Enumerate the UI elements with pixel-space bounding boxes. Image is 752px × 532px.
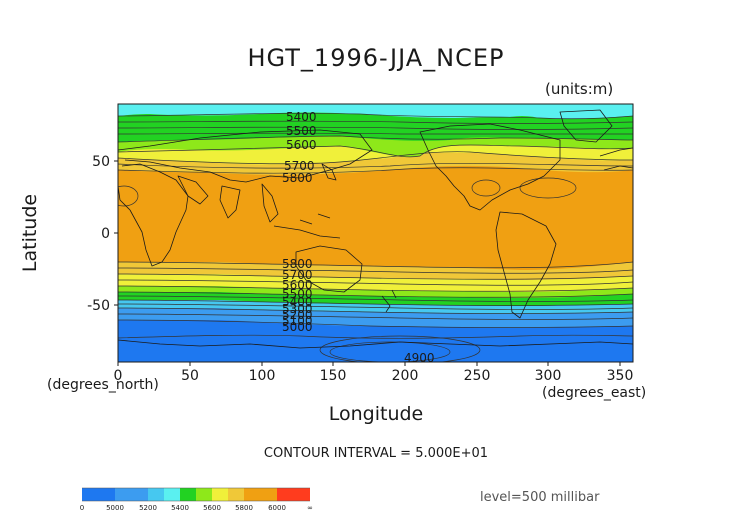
colorbar-label: 6000 [268, 504, 286, 512]
x-tick-labels: 0 50 100 150 200 250 300 350 [114, 368, 634, 384]
x-tick-label: 350 [607, 368, 634, 384]
contour-label: 5400 [286, 110, 317, 124]
contour-label: 5800 [282, 257, 313, 271]
colorbar-label: ∞ [307, 504, 313, 512]
contour-label: 5500 [282, 287, 313, 301]
contour-label: 5500 [286, 124, 317, 138]
chart-title: HGT_1996-JJA_NCEP [247, 44, 505, 72]
colorbar-swatch [164, 488, 180, 501]
colorbar-label: 5600 [203, 504, 221, 512]
new-zealand-coastline [381, 289, 397, 313]
colorbar-swatch [228, 488, 244, 501]
india-coastline [219, 185, 241, 219]
colorbar-label: 0 [80, 504, 84, 512]
contour-lines [118, 113, 633, 362]
colorbar-label: 5000 [106, 504, 124, 512]
contour-interval-text: CONTOUR INTERVAL = 5.000E+01 [263, 446, 489, 461]
colorbar-swatch [148, 488, 164, 501]
colorbar-swatch [82, 488, 115, 501]
colorbar-swatch [115, 488, 148, 501]
greenland-coastline [559, 109, 613, 143]
band-north-5400 [118, 104, 633, 119]
north-america-coastline [419, 123, 561, 211]
coastlines [118, 109, 633, 349]
x-tick-label: 0 [114, 368, 123, 384]
contour-label: 5100 [282, 314, 313, 328]
contour-labels: 5400 5500 5600 5700 5800 5800 5700 5600 … [282, 110, 435, 365]
y-tick-labels: 50 0 -50 [87, 154, 110, 314]
y-axis-unit-label: (degrees_north) [47, 377, 159, 393]
colorbar-label: 5800 [235, 504, 253, 512]
x-tick-label: 250 [464, 368, 491, 384]
colorbar-label: 5200 [139, 504, 157, 512]
africa-coastline [118, 163, 189, 267]
height-field: 5400 5500 5600 5700 5800 5800 5700 5600 … [118, 104, 633, 365]
x-tick-label: 200 [392, 368, 419, 384]
x-tick-label: 100 [249, 368, 276, 384]
contour-label: 4900 [404, 351, 435, 365]
contour-label: 5300 [282, 302, 313, 316]
contour-label: 5600 [286, 138, 317, 152]
contour-label: 5600 [282, 278, 313, 292]
indochina-coastline [261, 183, 279, 223]
colorbar-swatch [244, 488, 277, 501]
axis-ticks [114, 160, 621, 366]
colorbar-label: 5400 [171, 504, 189, 512]
south-america-coastline [495, 211, 557, 319]
x-tick-label: 300 [535, 368, 562, 384]
maritime-continent [273, 213, 341, 239]
y-tick-label: -50 [87, 298, 110, 314]
colorbar: 0 5000 5200 5400 5600 5800 6000 ∞ [80, 487, 313, 512]
y-axis-label: Latitude [19, 193, 41, 273]
units-label: (units:m) [545, 80, 614, 98]
x-axis-unit-label: (degrees_east) [542, 385, 647, 401]
colorbar-swatch [180, 488, 196, 501]
level-text: level=500 millibar [480, 490, 600, 505]
y-tick-label: 0 [101, 226, 110, 242]
contour-label: 5400 [282, 295, 313, 309]
contour-label: 5700 [282, 268, 313, 282]
colorbar-swatch [196, 488, 212, 501]
contour-label: 5800 [282, 171, 313, 185]
x-tick-label: 50 [181, 368, 199, 384]
colorbar-swatch [212, 488, 228, 501]
australia-coastline [295, 245, 363, 293]
europe-coastline [599, 147, 633, 171]
contour-label: 5200 [282, 308, 313, 322]
x-axis-label: Longitude [328, 403, 424, 425]
japan-coastline [321, 163, 337, 181]
x-tick-label: 150 [320, 368, 347, 384]
colorbar-swatch [277, 488, 310, 501]
contour-label: 5000 [282, 320, 313, 334]
contour-label: 5700 [284, 159, 315, 173]
eurasia-coastline [118, 129, 373, 183]
band-south-5000 [118, 320, 633, 362]
antarctica-coastline [118, 339, 633, 349]
arabia-coastline [177, 175, 209, 205]
polar-vortex-north [494, 116, 550, 136]
y-tick-label: 50 [92, 154, 110, 170]
